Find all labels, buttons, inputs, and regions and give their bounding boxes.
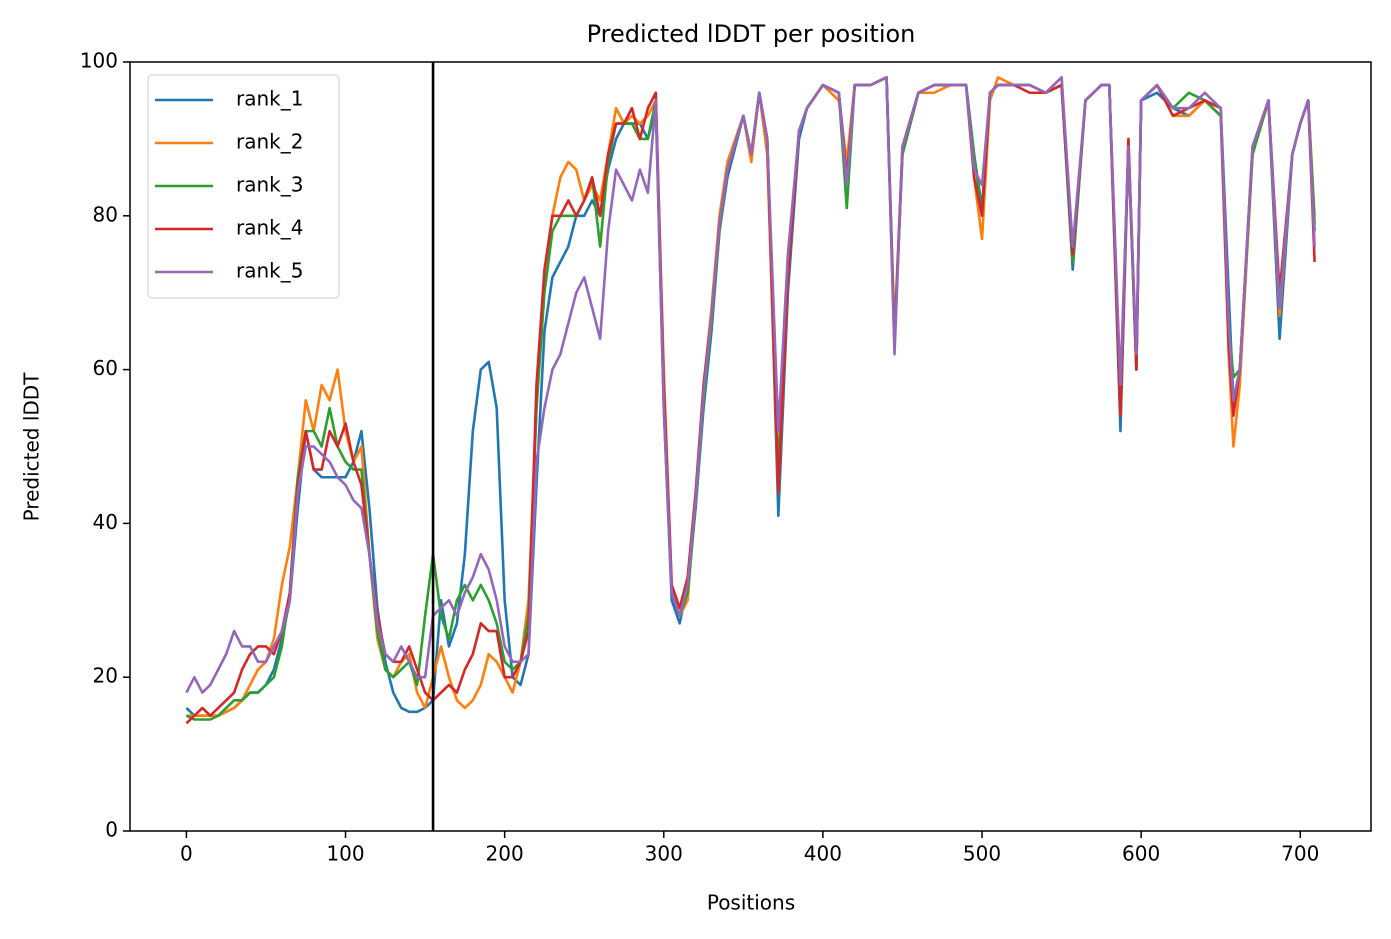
legend-label: rank_1 <box>236 87 303 111</box>
legend-label: rank_5 <box>236 259 303 283</box>
legend-label: rank_3 <box>236 173 303 197</box>
y-tick-label: 20 <box>93 664 118 688</box>
x-tick-label: 100 <box>326 842 364 866</box>
line-series <box>185 76 1316 725</box>
legend-box <box>147 74 340 299</box>
y-tick-label: 0 <box>105 818 118 842</box>
y-tick-label: 80 <box>93 202 118 226</box>
x-tick-label: 500 <box>963 842 1001 866</box>
plot-frame <box>129 61 1372 832</box>
x-tick-label: 400 <box>804 842 842 866</box>
chart-title: Predicted lDDT per position <box>587 20 916 48</box>
legend-label: rank_4 <box>236 216 303 240</box>
x-tick-label: 200 <box>486 842 524 866</box>
x-tick-label: 0 <box>180 842 193 866</box>
x-tick-label: 700 <box>1281 842 1319 866</box>
line-series <box>185 76 1316 717</box>
legend-label: rank_2 <box>236 130 303 154</box>
y-axis-label: Predicted lDDT <box>20 372 44 522</box>
y-tick-label: 40 <box>93 510 118 534</box>
x-tick-label: 300 <box>645 842 683 866</box>
y-tick-label: 100 <box>80 49 118 73</box>
line-series <box>186 76 1316 717</box>
y-tick-label: 60 <box>93 356 118 380</box>
line-series <box>185 76 1316 694</box>
line-series <box>185 76 1316 721</box>
x-axis-label: Positions <box>707 891 795 915</box>
x-tick-label: 600 <box>1122 842 1160 866</box>
